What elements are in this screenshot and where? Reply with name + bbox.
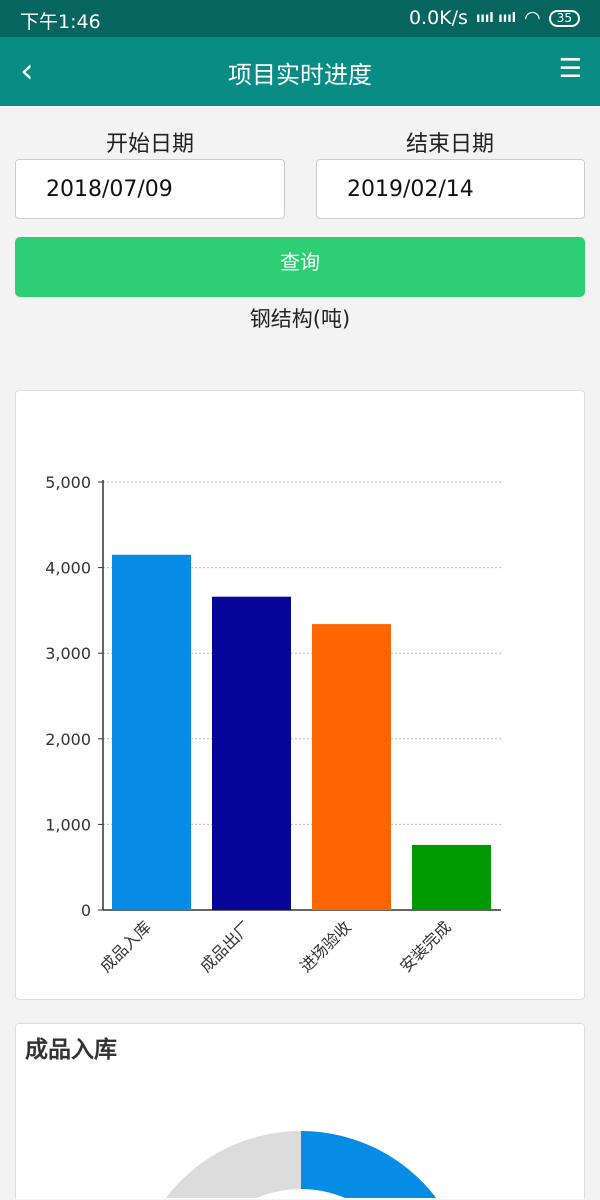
wifi-icon: ◠ xyxy=(524,7,541,29)
y-tick-label: 2,000 xyxy=(45,730,91,749)
donut-card: 成品入库 xyxy=(15,1023,585,1199)
x-tick-label: 安装完成 xyxy=(396,917,455,976)
signal-icon: ıııl ıııl xyxy=(475,10,517,26)
donut-chart xyxy=(165,1131,437,1198)
bar-3 xyxy=(412,844,491,910)
donut-done-slice xyxy=(301,1131,437,1198)
network-speed: 0.0K/s xyxy=(408,7,468,29)
list-menu-icon[interactable]: ☰ xyxy=(558,54,582,84)
status-time: 下午1:46 xyxy=(20,11,101,33)
back-icon[interactable]: ‹ xyxy=(20,51,34,91)
start-date-label: 开始日期 xyxy=(105,132,194,157)
bar-0 xyxy=(112,554,191,910)
query-button[interactable]: 查询 xyxy=(15,237,585,297)
donut-remaining-slice xyxy=(165,1131,301,1198)
bar-chart-card: 0 1,000 2,000 3,000 4,000 5,000 成品入库 成品出厂 进场验收 安装… xyxy=(15,390,585,1000)
y-tick-label: 5,000 xyxy=(45,473,91,492)
y-tick-label: 1,000 xyxy=(45,815,91,834)
page-title: 项目实时进度 xyxy=(228,61,372,89)
x-tick-label: 进场验收 xyxy=(296,917,355,976)
x-tick-label: 成品入库 xyxy=(96,917,155,976)
end-date-label: 结束日期 xyxy=(405,132,494,157)
bar-2 xyxy=(312,624,391,910)
y-tick-label: 3,000 xyxy=(45,644,91,663)
bar-chart: 0 1,000 2,000 3,000 4,000 5,000 成品入库 成品出厂 进场验收 安装… xyxy=(45,473,501,976)
app-bar: ‹ 项目实时进度 ☰ xyxy=(0,37,600,106)
start-date-input[interactable]: 2018/07/09 xyxy=(15,159,285,219)
x-tick-label: 成品出厂 xyxy=(196,917,255,976)
y-tick-label: 0 xyxy=(81,901,91,920)
bar-1 xyxy=(212,596,291,910)
battery-icon: 35 xyxy=(548,9,580,27)
end-date-input[interactable]: 2019/02/14 xyxy=(316,159,585,219)
donut-title: 成品入库 xyxy=(25,1037,117,1063)
status-bar: 下午1:46 0.0K/s ıııl ıııl ◠ 35 xyxy=(0,0,600,37)
y-tick-label: 4,000 xyxy=(45,559,91,578)
chart-title: 钢结构(吨) xyxy=(249,307,351,331)
